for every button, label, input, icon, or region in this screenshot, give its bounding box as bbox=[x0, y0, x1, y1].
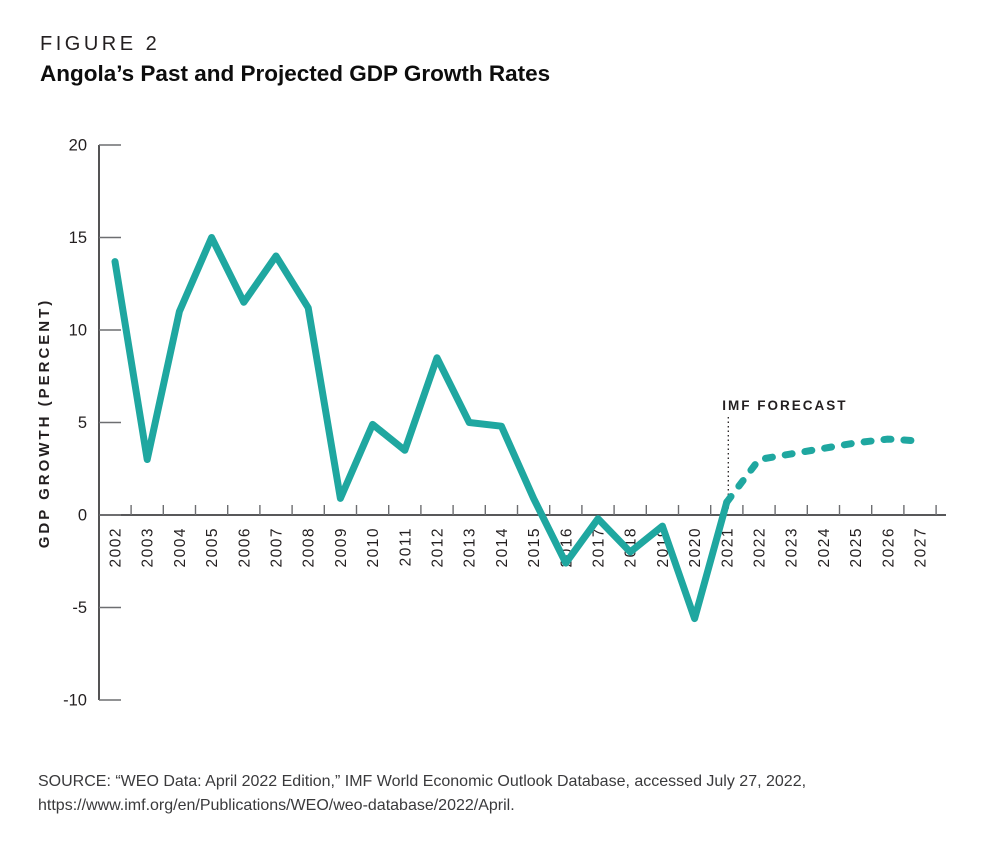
y-axis-title: GDP GROWTH (PERCENT) bbox=[36, 298, 53, 549]
y-tick-label: 0 bbox=[78, 507, 87, 525]
x-tick-label: 2021 bbox=[719, 527, 736, 567]
x-tick-label: 2011 bbox=[397, 527, 414, 566]
x-tick-label: 2002 bbox=[108, 527, 125, 567]
x-tick-label: 2022 bbox=[752, 527, 769, 567]
x-tick-label: 2010 bbox=[365, 527, 382, 567]
x-tick-label: 2004 bbox=[172, 527, 189, 567]
forecast-annotation-label: IMF FORECAST bbox=[722, 398, 847, 413]
source-line-1: SOURCE: “WEO Data: April 2022 Edition,” … bbox=[38, 773, 807, 790]
figure-label: FIGURE 2 bbox=[40, 33, 161, 55]
x-tick-label: 2017 bbox=[591, 527, 608, 567]
x-tick-label: 2026 bbox=[880, 527, 897, 567]
x-tick-label: 2020 bbox=[687, 527, 704, 567]
x-tick-label: 2005 bbox=[204, 527, 221, 567]
figure-title: Angola’s Past and Projected GDP Growth R… bbox=[40, 61, 551, 86]
x-tick-label: 2025 bbox=[848, 527, 865, 567]
y-tick-label: 20 bbox=[69, 137, 87, 155]
y-tick-label: -10 bbox=[63, 692, 87, 710]
x-tick-label: 2015 bbox=[526, 527, 543, 567]
x-tick-label: 2007 bbox=[269, 527, 286, 567]
x-tick-label: 2014 bbox=[494, 527, 511, 567]
source-line-2: https://www.imf.org/en/Publications/WEO/… bbox=[38, 797, 515, 814]
x-tick-label: 2012 bbox=[430, 527, 447, 567]
y-tick-label: 5 bbox=[78, 414, 87, 432]
x-tick-label: 2008 bbox=[301, 527, 318, 567]
y-tick-label: -5 bbox=[72, 599, 87, 617]
y-tick-label: 10 bbox=[69, 322, 87, 340]
x-tick-label: 2006 bbox=[236, 527, 253, 567]
y-tick-label: 15 bbox=[69, 229, 87, 247]
forecast-line bbox=[723, 435, 924, 506]
historical-line bbox=[111, 234, 731, 623]
x-tick-label: 2009 bbox=[333, 527, 350, 567]
x-tick-label: 2027 bbox=[913, 527, 930, 567]
x-tick-label: 2003 bbox=[140, 527, 157, 567]
x-tick-label: 2013 bbox=[462, 527, 479, 567]
x-tick-label: 2024 bbox=[816, 527, 833, 567]
x-tick-label: 2023 bbox=[784, 527, 801, 567]
source-note: SOURCE: “WEO Data: April 2022 Edition,” … bbox=[38, 770, 806, 818]
